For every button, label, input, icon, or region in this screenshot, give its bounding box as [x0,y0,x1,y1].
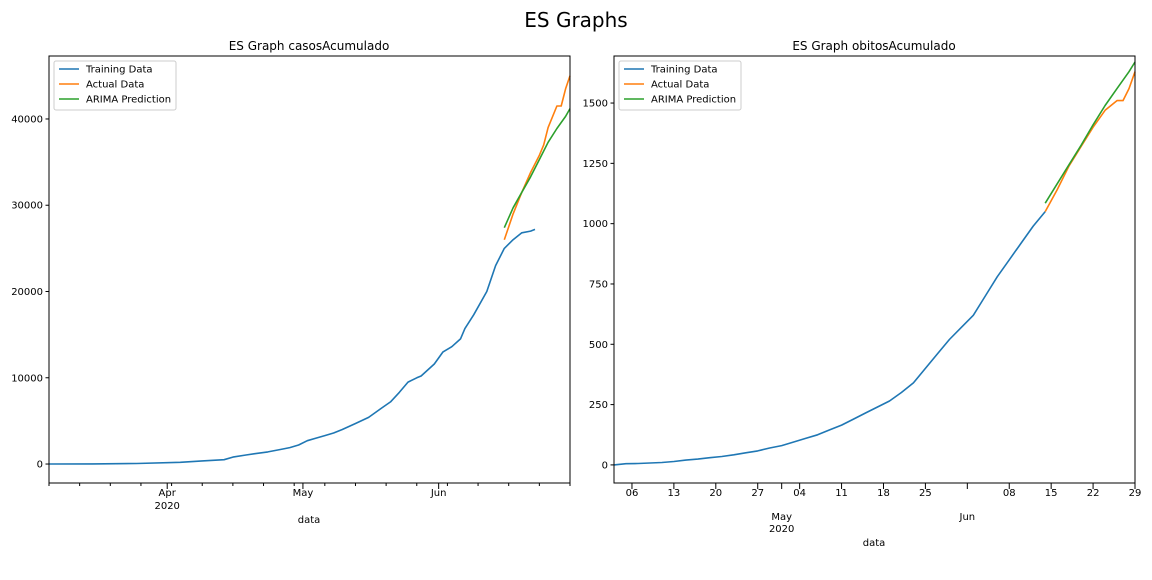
x-tick-label: 15 [1045,488,1058,499]
chart-panel-casos: ES Graph casosAcumulado 0 10000 20000 30000… [11,39,571,526]
legend-label: Training Data [650,65,718,76]
x-tick-label: 25 [919,488,932,499]
x-tick-label: 04 [793,488,806,499]
y-tick-label: 1250 [583,159,608,170]
x-axis-label: data [298,515,321,526]
x-tick-label: 18 [877,488,890,499]
chart-panel-obitos: ES Graph obitosAcumulado 0 250 500 750 1000 1… [583,39,1142,549]
x-tick-label: Apr [159,488,177,499]
y-tick-label: 40000 [11,114,43,125]
y-tick-label: 30000 [11,201,43,212]
plot-frame [48,55,571,484]
series-line-training-data [613,211,1046,466]
y-tick-label: 500 [589,340,608,351]
legend-label: ARIMA Prediction [651,95,736,106]
y-tick-label: 0 [602,460,608,471]
legend-label: Training Data [85,65,153,76]
x-tick-label: May [293,488,314,499]
legend-label: Actual Data [86,80,144,91]
legend-label: Actual Data [651,80,709,91]
series-line-actual-data [503,75,571,240]
x-tick-sublabel: 2020 [154,501,179,512]
x-tick-label: 06 [626,488,639,499]
x-tick-label: Jun [959,512,976,523]
x-tick-label: May [771,512,792,523]
plot-frame [613,55,1136,484]
series-line-arima-prediction [1044,61,1136,204]
y-tick-label: 20000 [11,287,43,298]
y-tick-label: 1500 [583,99,608,110]
x-axis-label: data [863,538,886,549]
legend-box [618,60,742,111]
legend-label: ARIMA Prediction [86,95,171,106]
x-tick-label: Jun [430,488,447,499]
y-tick-label: 1000 [583,219,608,230]
legend: Training Data Actual Data ARIMA Prediction [53,60,177,111]
y-tick-label: 0 [37,460,43,471]
y-tick-label: 10000 [11,373,43,384]
x-tick-label: 27 [751,488,764,499]
x-tick-label: 29 [1129,488,1142,499]
x-tick-sublabel: 2020 [769,524,794,535]
x-tick-label: 11 [835,488,848,499]
y-tick-label: 250 [589,400,608,411]
chart-title: ES Graph obitosAcumulado [792,39,955,53]
y-tick-label: 750 [589,279,608,290]
series-line-training-data [48,228,536,465]
x-tick-label: 22 [1087,488,1100,499]
series-line-arima-prediction [503,108,571,229]
x-tick-label: 08 [1003,488,1016,499]
series-line-actual-data [1044,71,1136,212]
legend: Training Data Actual Data ARIMA Prediction [618,60,742,111]
x-tick-label: 20 [709,488,722,499]
x-tick-label: 13 [668,488,681,499]
chart-title: ES Graph casosAcumulado [229,39,390,53]
legend-box [53,60,177,111]
figure-title: ES Graphs [524,8,627,32]
